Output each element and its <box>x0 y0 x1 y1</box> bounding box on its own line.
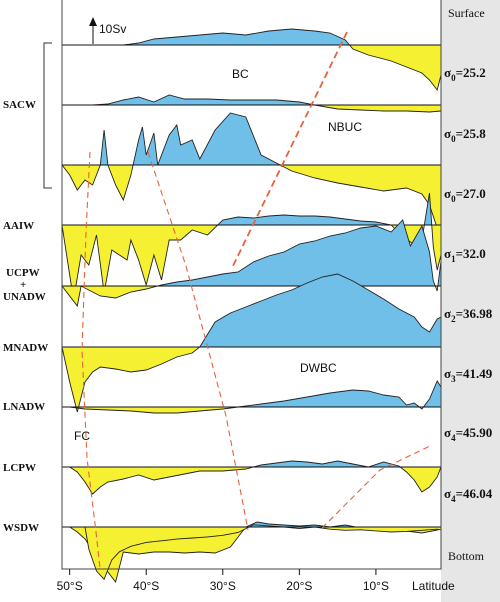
x-tick-label: 50°S <box>57 579 83 593</box>
plot-frame <box>61 0 442 570</box>
negative-transport-area <box>62 165 441 230</box>
transport-profile-line <box>69 460 442 495</box>
water-mass-boundary <box>147 151 249 531</box>
transport-panels <box>61 28 442 584</box>
sacw-bracket <box>43 42 52 189</box>
transport-profile-line <box>61 112 442 231</box>
isopycnal-label: σ3=41.49 <box>444 366 493 384</box>
positive-transport-area <box>123 29 441 45</box>
isopycnal-label: Bottom <box>448 549 485 563</box>
negative-transport-area <box>85 527 441 580</box>
water-mass-labels: SACW AAIW UCPW+UNADW MNADW LNADW LCPW WSDW <box>3 99 48 534</box>
isopycnal-label: σ0=25.2 <box>444 65 486 83</box>
water-mass-label: LCPW <box>3 462 36 474</box>
water-mass-boundary <box>321 445 431 529</box>
transport-profile-line <box>69 380 442 414</box>
bracket-line <box>43 42 52 189</box>
isopycnal-label: σ2=36.98 <box>444 306 493 324</box>
positive-transport-area <box>69 461 441 467</box>
isopycnal-label: σ0=27.0 <box>444 186 486 204</box>
water-mass-boundary-lines <box>81 31 431 569</box>
x-axis-label: Latitude <box>412 579 455 593</box>
positive-transport-area <box>62 193 441 225</box>
isopycnal-label: σ4=45.90 <box>444 425 492 443</box>
transport-profile-line <box>61 219 442 308</box>
annotation-label: BC <box>232 67 249 81</box>
x-tick-label: 40°S <box>133 579 159 593</box>
transport-profile-line <box>92 94 442 113</box>
positive-transport-area <box>62 274 441 347</box>
transport-profile-line <box>84 524 442 581</box>
scale-bar: 10Sv <box>89 17 126 44</box>
negative-transport-area <box>62 225 441 300</box>
annotation-label: DWBC <box>300 361 337 375</box>
scale-bar-label: 10Sv <box>99 22 126 36</box>
positive-transport-area <box>62 220 441 286</box>
positive-transport-area <box>62 113 441 165</box>
isopycnal-label: σ1=32.0 <box>444 246 486 264</box>
water-mass-label: WSDW <box>3 522 39 534</box>
current-annotations: BC NBUC DWBC FC <box>74 67 362 443</box>
water-mass-label: SACW <box>3 99 36 111</box>
water-mass-label: MNADW <box>3 342 48 354</box>
isopycnal-label: σ4=46.04 <box>444 486 493 504</box>
scale-bar-arrow <box>89 17 97 26</box>
water-mass-label: LNADW <box>3 401 45 413</box>
annotation-label: NBUC <box>328 120 362 134</box>
positive-transport-area <box>69 381 441 407</box>
annotation-label: FC <box>74 429 90 443</box>
water-mass-label: AAIW <box>3 220 34 232</box>
negative-transport-area <box>123 45 441 90</box>
negative-transport-area <box>62 286 441 306</box>
negative-transport-area <box>62 347 441 412</box>
negative-transport-area <box>92 105 441 112</box>
x-tick-label: 20°S <box>286 579 312 593</box>
water-mass-boundary <box>81 151 101 569</box>
isopycnal-labels: Surface σ0=25.2 σ0=25.8 σ0=27.0 σ1=32.0 σ2=36… <box>444 6 493 563</box>
x-tick-label: 30°S <box>210 579 236 593</box>
right-label-panel <box>441 0 500 602</box>
isopycnal-label: σ0=25.8 <box>444 126 486 144</box>
water-mass-label: + <box>20 279 26 291</box>
x-axis: 50°S 40°S 30°S 20°S 10°S Latitude <box>57 569 455 593</box>
x-tick-label: 10°S <box>363 579 389 593</box>
water-mass-label: UNADW <box>3 291 46 303</box>
transport-profile-line <box>61 273 442 413</box>
water-mass-label: UCPW <box>6 267 40 279</box>
negative-transport-area <box>69 407 441 413</box>
negative-transport-area <box>69 467 441 494</box>
isopycnal-label: Surface <box>448 6 485 20</box>
transport-profile-line <box>123 28 442 92</box>
